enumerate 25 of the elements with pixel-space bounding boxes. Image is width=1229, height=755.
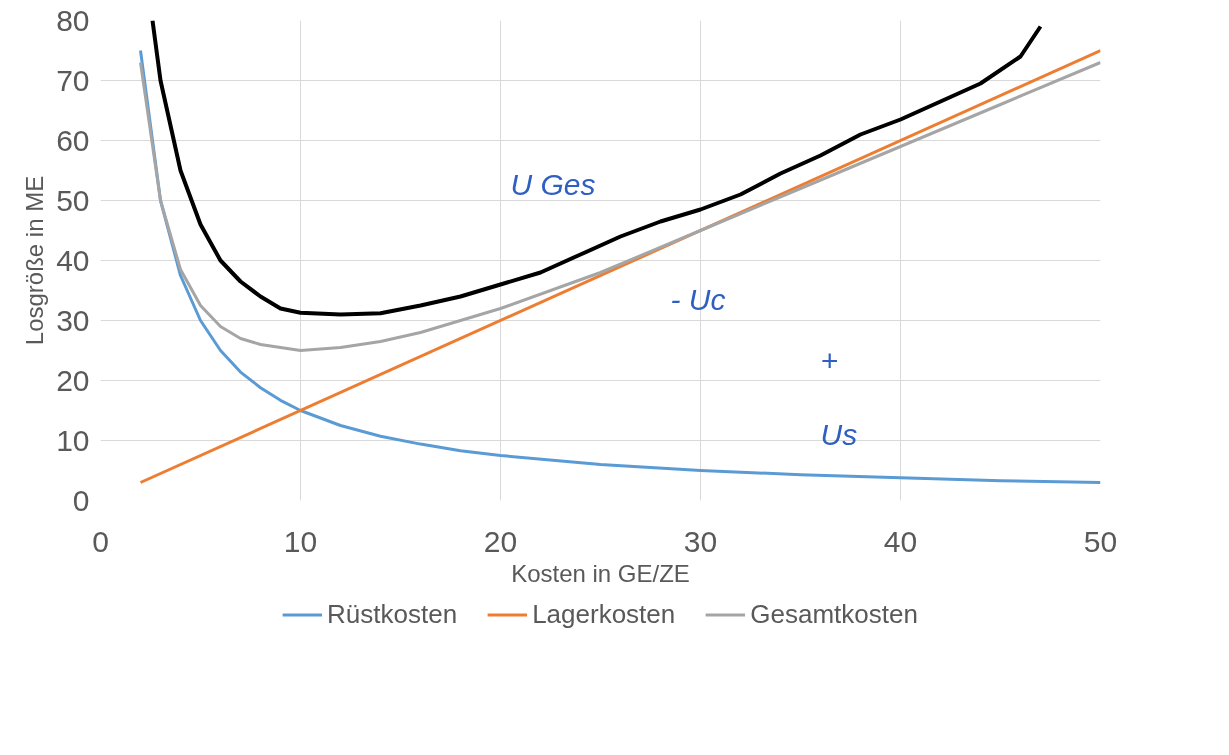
- x-axis-title: Kosten in GE/ZE: [511, 559, 690, 587]
- y-tick-label: 80: [56, 3, 90, 37]
- annotation: +: [820, 343, 839, 377]
- y-axis-title: Losgröße in ME: [21, 175, 49, 346]
- legend-label: Gesamtkosten: [750, 598, 918, 630]
- y-tick-label: 60: [56, 123, 90, 157]
- y-tick-label: 70: [56, 63, 90, 97]
- annotation: U Ges: [510, 167, 596, 201]
- line-series: [150, 20, 1043, 317]
- annotation: Us: [820, 417, 858, 451]
- x-tick-label: 10: [283, 524, 318, 558]
- annotation: - Uc: [670, 282, 726, 316]
- legend-label: Rüstkosten: [327, 598, 458, 630]
- legend-label: Lagerkosten: [532, 598, 676, 630]
- y-tick-label: 20: [56, 363, 90, 397]
- line-series: [139, 61, 1101, 352]
- x-tick-label: 50: [1083, 524, 1118, 558]
- y-tick-label: 0: [72, 483, 90, 517]
- x-tick-label: 30: [683, 524, 718, 558]
- y-tick-label: 50: [56, 183, 90, 217]
- y-tick-label: 40: [56, 243, 90, 277]
- x-tick-label: 20: [483, 524, 518, 558]
- y-tick-label: 10: [56, 423, 90, 457]
- y-tick-label: 30: [56, 303, 90, 337]
- x-tick-label: 40: [883, 524, 918, 558]
